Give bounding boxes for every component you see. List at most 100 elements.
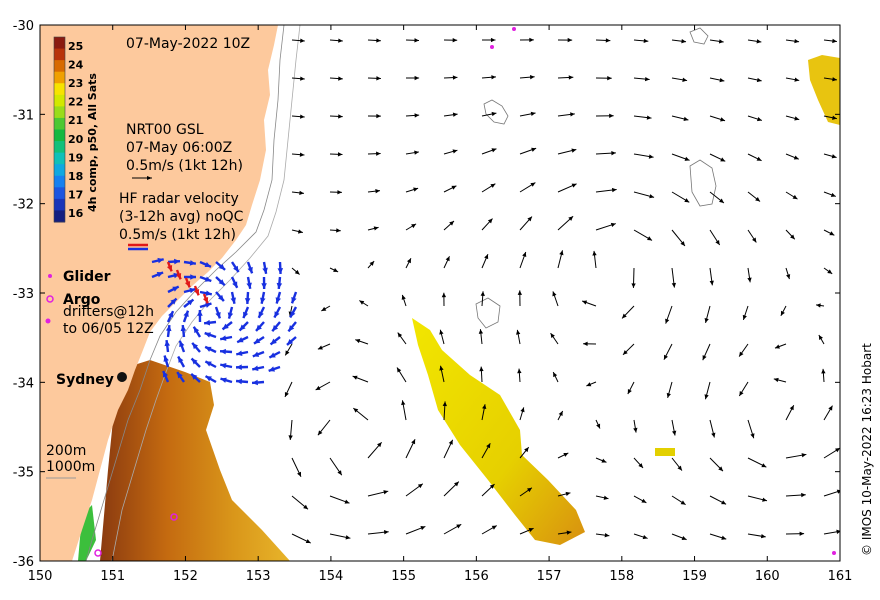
gsl-arrow-head bbox=[315, 385, 321, 390]
gsl-arrow-head bbox=[680, 241, 685, 246]
gsl-arrow-head bbox=[715, 240, 720, 245]
city-label-sydney: Sydney bbox=[56, 372, 114, 388]
gsl-arrow-head bbox=[369, 261, 375, 266]
hf-arrow-head bbox=[180, 325, 187, 332]
colorbar-label: 4h comp, p50, All Sats bbox=[86, 73, 99, 212]
argo-float-marker bbox=[94, 549, 102, 557]
hf-arrow-head bbox=[179, 340, 185, 348]
gsl-arrow-head bbox=[383, 530, 389, 535]
gsl-scale-arrowhead bbox=[147, 176, 152, 180]
gsl-arrow-head bbox=[756, 77, 762, 83]
gsl-arrow-head bbox=[750, 433, 755, 439]
gsl-arrow-head bbox=[582, 300, 588, 305]
gsl-arrow-head bbox=[836, 529, 840, 534]
drifters-legend-line1: drifters@12h bbox=[63, 304, 154, 320]
gsl-legend-time: 07-May 06:00Z bbox=[126, 140, 232, 156]
gsl-arrow-head bbox=[530, 182, 536, 187]
gsl-arrow-head bbox=[411, 439, 416, 445]
y-tick-label: -33 bbox=[13, 287, 34, 302]
gsl-arrow-head bbox=[321, 306, 327, 311]
hf-arrow-head bbox=[162, 370, 169, 378]
gsl-arrow-head bbox=[780, 310, 785, 316]
gsl-arrow-head bbox=[299, 190, 304, 196]
gsl-arrow-head bbox=[531, 147, 537, 152]
hf-arrow-head bbox=[172, 286, 179, 292]
gsl-arrow-head bbox=[522, 252, 527, 257]
argo-legend-symbol bbox=[46, 295, 54, 303]
gsl-arrow-head bbox=[603, 495, 609, 500]
gsl-arrow-head bbox=[299, 152, 305, 157]
gsl-arrow-head bbox=[719, 198, 724, 203]
gsl-arrow-head bbox=[638, 463, 644, 468]
colorbar-segment bbox=[54, 141, 65, 154]
gsl-arrow-head bbox=[739, 351, 744, 357]
gsl-arrow-head bbox=[441, 292, 447, 298]
hf-arrow-head bbox=[291, 296, 297, 304]
gsl-arrow-head bbox=[345, 535, 351, 540]
gsl-arrow-head bbox=[592, 250, 597, 256]
hf-arrow-head bbox=[276, 282, 283, 289]
gsl-arrow-head bbox=[520, 407, 525, 413]
gsl-arrow-head bbox=[609, 113, 614, 119]
gsl-arrow-head bbox=[491, 525, 497, 530]
gsl-arrow-head bbox=[644, 76, 650, 82]
colorbar-segment bbox=[54, 210, 65, 223]
x-tick-label: 152 bbox=[173, 569, 198, 584]
hf-arrow-head bbox=[252, 351, 260, 357]
gsl-arrow-head bbox=[794, 38, 800, 44]
gsl-arrow-head bbox=[672, 430, 677, 436]
gsl-arrow-head bbox=[383, 490, 389, 495]
gsl-arrow-head bbox=[586, 382, 592, 387]
gsl-arrow-head bbox=[827, 269, 833, 274]
hf-arrow-head bbox=[286, 339, 294, 345]
gsl-arrow-head bbox=[411, 223, 417, 229]
gsl-arrow-head bbox=[832, 77, 837, 82]
gsl-legend-title: NRT00 GSL bbox=[126, 122, 204, 138]
hf-arrow-head bbox=[222, 323, 229, 330]
colorbar-segment bbox=[54, 175, 65, 188]
colorbar-tick-label: 22 bbox=[68, 96, 83, 109]
gsl-arrow-head bbox=[756, 117, 762, 122]
gsl-arrow-head bbox=[297, 471, 301, 477]
gsl-arrow-head bbox=[681, 535, 687, 541]
gsl-arrow-head bbox=[684, 198, 690, 203]
hf-arrow-head bbox=[217, 294, 224, 302]
gsl-arrow-head bbox=[828, 405, 833, 411]
gsl-arrow-head bbox=[448, 439, 453, 445]
gsl-arrow-head bbox=[683, 116, 689, 122]
colorbar-segment bbox=[54, 152, 65, 165]
gsl-arrow-head bbox=[773, 377, 779, 383]
gsl-arrow-head bbox=[643, 38, 649, 44]
gsl-arrow-head bbox=[445, 256, 450, 262]
sst-coastal-patch bbox=[100, 360, 290, 561]
gsl-arrow-head bbox=[413, 187, 419, 192]
gsl-arrow-head bbox=[832, 115, 837, 120]
hf-arrow-head bbox=[156, 272, 164, 278]
gsl-arrow-head bbox=[376, 38, 381, 43]
gsl-arrow-head bbox=[801, 453, 807, 458]
gsl-arrow-head bbox=[649, 194, 655, 199]
gsl-arrow-head bbox=[774, 344, 780, 349]
hf-arrow-head bbox=[236, 364, 242, 370]
gsl-arrow-head bbox=[571, 183, 577, 188]
gsl-arrow-head bbox=[491, 111, 497, 117]
gsl-arrow-head bbox=[835, 448, 840, 453]
glider-legend-symbol bbox=[48, 274, 52, 278]
gsl-arrow-head bbox=[566, 530, 572, 535]
gsl-arrow-head bbox=[337, 470, 342, 476]
hf-arrow-head bbox=[269, 352, 276, 358]
gsl-arrow-head bbox=[627, 389, 632, 395]
island-outline bbox=[475, 297, 501, 329]
hf-arrow-head bbox=[220, 335, 227, 341]
x-tick-label: 157 bbox=[537, 569, 562, 584]
land-australia bbox=[40, 25, 278, 561]
gsl-arrow-head bbox=[631, 283, 636, 288]
gsl-arrow-head bbox=[610, 222, 616, 228]
hf-arrow-head bbox=[262, 267, 268, 274]
gsl-arrow-head bbox=[451, 185, 457, 190]
hf-arrow-head bbox=[215, 312, 221, 319]
hf-arrow-head bbox=[220, 377, 227, 383]
hf-arrow-head bbox=[205, 361, 212, 367]
gsl-arrow-head bbox=[456, 524, 462, 529]
hf-arrow-head bbox=[218, 279, 225, 286]
